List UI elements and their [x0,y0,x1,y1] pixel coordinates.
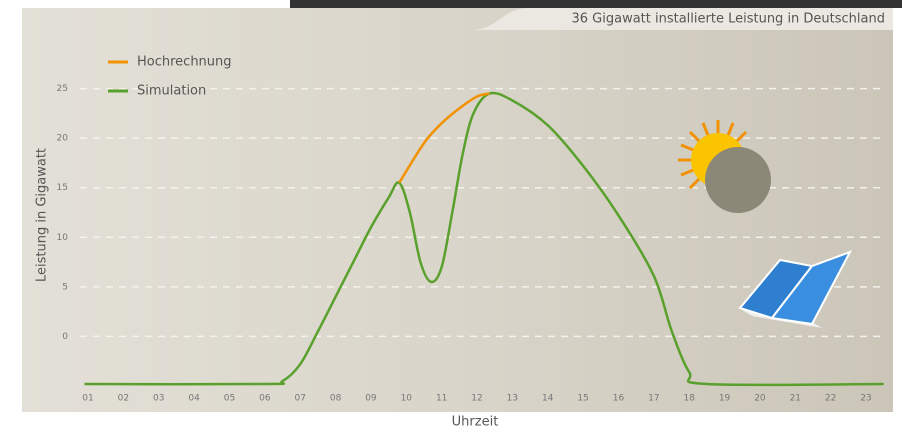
x-tick-label: 05 [224,394,235,404]
x-tick-label: 02 [118,394,129,404]
x-tick-label: 07 [294,394,305,404]
x-tick-label: 17 [648,394,659,404]
chart-title: 36 Gigawatt installierte Leistung in Deu… [571,12,885,27]
x-axis-label: Uhrzeit [452,415,499,430]
x-tick-label: 16 [613,394,625,404]
x-tick-label: 13 [507,394,518,404]
y-tick-label: 15 [57,183,68,193]
x-tick-label: 22 [825,394,836,404]
x-tick-label: 08 [330,394,342,404]
x-tick-label: 10 [401,394,413,404]
x-tick-label: 12 [471,394,482,404]
x-tick-label: 09 [365,394,377,404]
x-tick-label: 01 [82,394,93,404]
x-tick-label: 11 [436,394,447,404]
y-axis-label: Leistung in Gigawatt [35,148,50,282]
y-tick-label: 20 [57,134,69,144]
x-tick-label: 21 [790,394,801,404]
x-tick-label: 14 [542,394,554,404]
legend-label: Hochrechnung [137,55,232,70]
x-tick-label: 03 [153,394,164,404]
x-tick-label: 23 [860,394,871,404]
y-tick-label: 5 [62,282,68,292]
y-tick-label: 25 [57,84,68,94]
x-tick-label: 18 [683,394,695,404]
chart: 36 Gigawatt installierte Leistung in Deu… [0,0,902,434]
x-tick-label: 15 [577,394,588,404]
y-tick-label: 10 [57,233,69,243]
x-tick-label: 04 [188,394,200,404]
legend-label: Simulation [137,84,206,99]
x-tick-label: 20 [754,394,766,404]
top-bar [290,0,902,8]
x-tick-label: 06 [259,394,271,404]
x-tick-label: 19 [719,394,731,404]
y-tick-label: 0 [62,332,68,342]
